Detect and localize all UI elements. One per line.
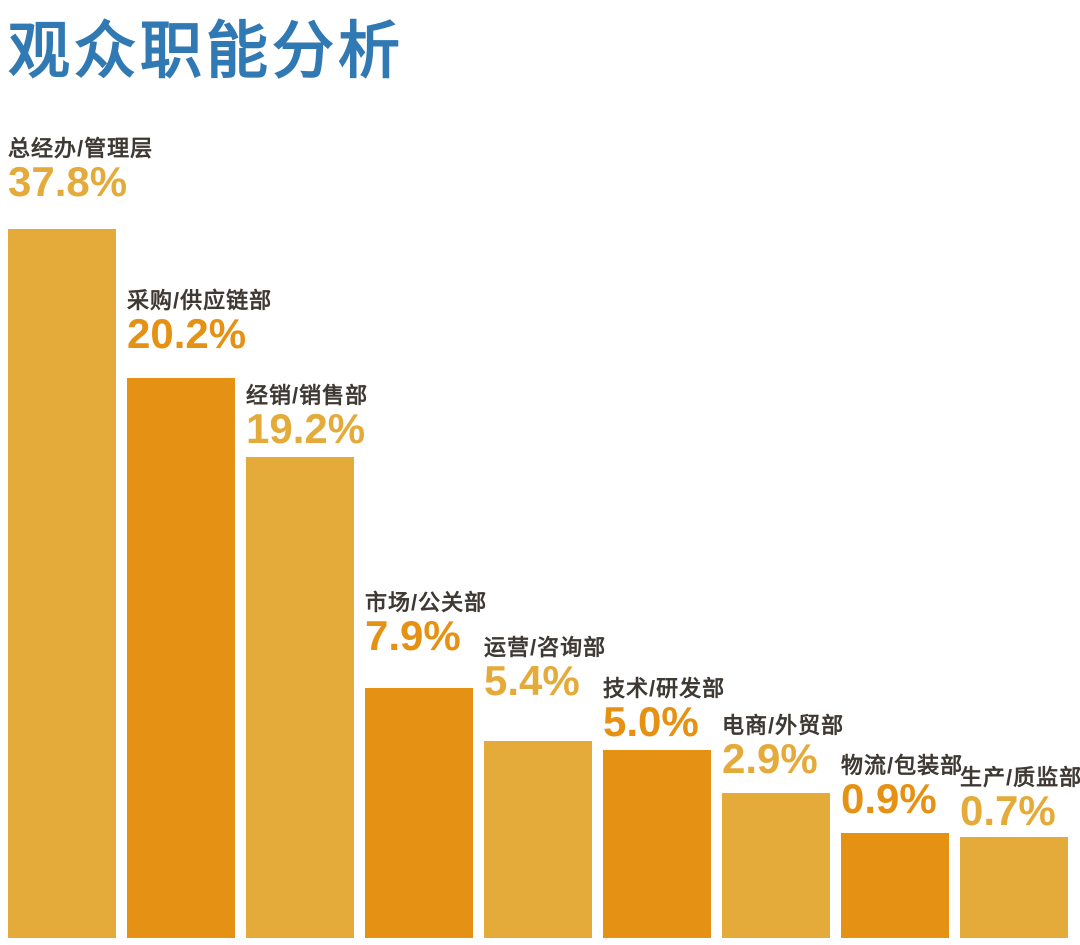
bar-annotation: 总经办/管理层 37.8%: [8, 136, 154, 205]
bar-value-label: 5.0%: [603, 698, 699, 745]
bar-category-label: 市场/公关部: [365, 590, 488, 615]
bar-value-label: 19.2%: [246, 405, 366, 452]
bar-value-label: 0.9%: [841, 775, 937, 822]
bar: [127, 378, 235, 938]
bar-value-label: 5.4%: [484, 657, 580, 704]
bar-value-label: 37.8%: [8, 158, 128, 205]
bar-category-label: 物流/包装部: [841, 753, 964, 778]
bar-annotation: 市场/公关部 7.9%: [365, 590, 488, 659]
bar: [484, 741, 592, 938]
bar-category-label: 经销/销售部: [246, 383, 369, 408]
bar-annotation: 物流/包装部 0.9%: [841, 753, 964, 822]
bar: [246, 457, 354, 938]
bar-value-label: 7.9%: [365, 612, 461, 659]
bar-annotation: 技术/研发部 5.0%: [603, 676, 726, 745]
bar-category-label: 采购/供应链部: [127, 288, 273, 313]
bar: [722, 793, 830, 938]
bar-category-label: 总经办/管理层: [8, 136, 154, 161]
bar-annotation: 生产/质监部 0.7%: [960, 765, 1080, 834]
bar-annotation: 电商/外贸部 2.9%: [722, 713, 845, 782]
bar-category-label: 技术/研发部: [603, 676, 726, 701]
bar-category-label: 运营/咨询部: [484, 635, 607, 660]
bar-value-label: 0.7%: [960, 787, 1056, 834]
bar: [8, 229, 116, 938]
bar: [365, 688, 473, 938]
bar-category-label: 生产/质监部: [960, 765, 1080, 790]
bar: [841, 833, 949, 938]
bar-annotation: 采购/供应链部 20.2%: [127, 288, 273, 357]
bar-value-label: 2.9%: [722, 735, 818, 782]
bar-category-label: 电商/外贸部: [722, 713, 845, 738]
bar: [603, 750, 711, 938]
bar-annotation: 经销/销售部 19.2%: [246, 383, 369, 452]
bar: [960, 837, 1068, 938]
chart-title: 观众职能分析: [8, 17, 405, 86]
bar-value-label: 20.2%: [127, 310, 247, 357]
bar-annotation: 运营/咨询部 5.4%: [484, 635, 607, 704]
